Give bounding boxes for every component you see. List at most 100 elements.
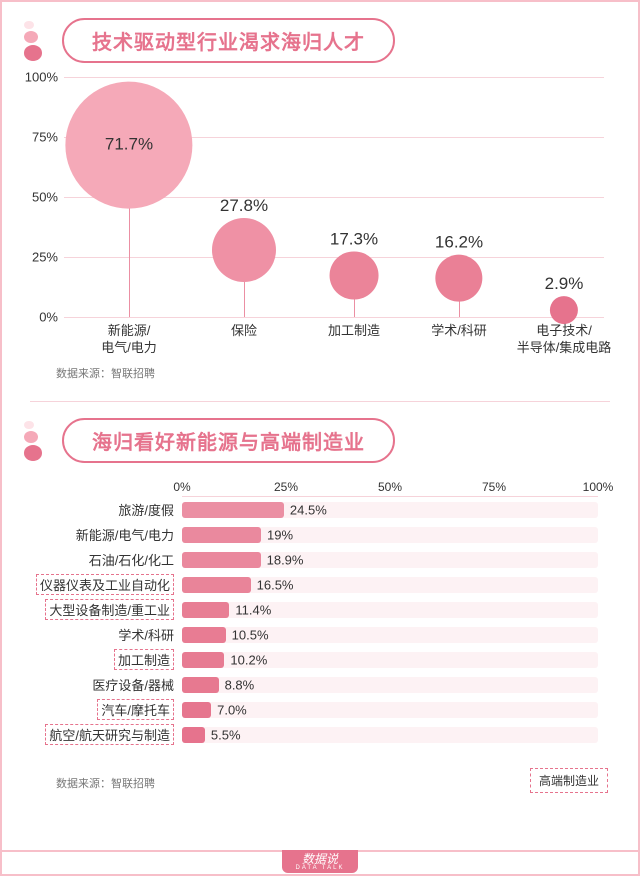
bar-fill (182, 702, 211, 718)
bar-fill (182, 727, 205, 743)
title-dots-icon (24, 21, 52, 61)
bar-track: 16.5% (182, 577, 598, 593)
dot-light (24, 21, 34, 30)
bar-row: 汽车/摩托车 7.0% (32, 697, 612, 722)
y-tick-label: 0% (39, 310, 58, 325)
dashed-label: 汽车/摩托车 (97, 699, 174, 720)
dot-dark (24, 445, 42, 460)
bar-row: 学术/科研10.5% (32, 622, 612, 647)
row-label: 加工制造 (32, 649, 182, 670)
row-label: 航空/航天研究与制造 (32, 724, 182, 745)
footer-brand: 数据说 (302, 853, 338, 865)
bar-row: 新能源/电气/电力 19% (32, 522, 612, 547)
y-tick-label: 100% (25, 70, 58, 85)
row-label: 旅游/度假 (32, 500, 182, 519)
bar-fill (182, 527, 261, 543)
title-row: 技术驱动型行业渴求海归人才 (24, 18, 638, 63)
bar-track: 24.5% (182, 502, 598, 518)
footer-badge: 数据说 DATA TALK (282, 850, 359, 873)
bubble-value: 2.9% (545, 274, 584, 294)
bar-row: 医疗设备/器械 8.8% (32, 672, 612, 697)
x-tick-label: 75% (482, 480, 506, 494)
dot-dark (24, 45, 42, 60)
title-dots-icon-2 (24, 421, 52, 461)
row-label: 大型设备制造/重工业 (32, 599, 182, 620)
x-label: 加工制造 (328, 323, 380, 340)
section-demand: 技术驱动型行业渴求海归人才 71.7% 27.8% 17.3% 16.2% 2.9% 0… (2, 18, 638, 381)
x-label: 电子技术/ 半导体/集成电路 (517, 323, 612, 357)
bar-value: 8.8% (225, 677, 255, 692)
lollipop-chart: 71.7%27.8%17.3%16.2%2.9% 0%25%50%75%100%… (64, 77, 604, 357)
row-label: 仪器仪表及工业自动化 (32, 574, 182, 595)
x-label: 保险 (231, 323, 257, 340)
bubble-value: 17.3% (330, 229, 378, 249)
bar-fill (182, 602, 229, 618)
bar-value: 5.5% (211, 727, 241, 742)
dot-mid (24, 31, 38, 43)
row-label: 汽车/摩托车 (32, 699, 182, 720)
x-tick-label: 25% (274, 480, 298, 494)
bar-track: 5.5% (182, 727, 598, 743)
x-tick-label: 100% (583, 480, 614, 494)
bubble: 17.3% (330, 251, 379, 300)
footer-sub: DATA TALK (296, 865, 345, 871)
y-tick-label: 75% (32, 130, 58, 145)
bar-rows: 旅游/度假24.5%新能源/电气/电力19%石油/石化/化工18.9%仪器仪表及… (32, 497, 612, 747)
section1-title: 技术驱动型行业渴求海归人才 (62, 18, 395, 63)
bubble-value: 27.8% (220, 196, 268, 216)
row-label: 石油/石化/化工 (32, 550, 182, 569)
x-tick-label: 0% (173, 480, 190, 494)
bar-row: 加工制造 10.2% (32, 647, 612, 672)
bubble: 2.9% (550, 296, 578, 324)
row-label: 新能源/电气/电力 (32, 525, 182, 544)
dashed-label: 大型设备制造/重工业 (45, 599, 174, 620)
bar-fill (182, 627, 226, 643)
bar-track: 18.9% (182, 552, 598, 568)
bar-row: 仪器仪表及工业自动化 16.5% (32, 572, 612, 597)
bar-row: 石油/石化/化工 18.9% (32, 547, 612, 572)
bar-track: 7.0% (182, 702, 598, 718)
dot-light (24, 421, 34, 430)
source-text-1: 数据来源：智联招聘 (56, 365, 638, 381)
x-tick-label: 50% (378, 480, 402, 494)
gridline (64, 77, 604, 78)
dot-mid (24, 431, 38, 443)
footer: 数据说 DATA TALK (2, 850, 638, 874)
bar-fill (182, 677, 219, 693)
hbar-chart: 0%25%50%75%100% 旅游/度假24.5%新能源/电气/电力19%石油… (32, 475, 612, 747)
bar-value: 19% (267, 527, 293, 542)
row-label: 医疗设备/器械 (32, 675, 182, 694)
section-divider (30, 401, 610, 402)
bar-value: 11.4% (235, 602, 271, 617)
title-row-2: 海归看好新能源与高端制造业 (24, 418, 638, 463)
y-tick-label: 25% (32, 250, 58, 265)
x-label: 新能源/ 电气/电力 (101, 323, 157, 357)
y-tick-label: 50% (32, 190, 58, 205)
bar-value: 16.5% (257, 577, 294, 592)
bar-track: 10.2% (182, 652, 598, 668)
legend-highend: 高端制造业 (530, 768, 608, 793)
bar-row: 大型设备制造/重工业 11.4% (32, 597, 612, 622)
bar-track: 8.8% (182, 677, 598, 693)
x-label: 学术/科研 (431, 323, 487, 340)
dashed-label: 加工制造 (114, 649, 174, 670)
bar-track: 10.5% (182, 627, 598, 643)
bar-value: 7.0% (217, 702, 247, 717)
bubble: 16.2% (435, 254, 482, 301)
bubble-value: 16.2% (435, 232, 483, 252)
row-label: 学术/科研 (32, 625, 182, 644)
section2-title: 海归看好新能源与高端制造业 (62, 418, 395, 463)
bubble: 27.8% (212, 218, 276, 282)
bar-value: 18.9% (267, 552, 304, 567)
bar-fill (182, 652, 224, 668)
bar-row: 旅游/度假24.5% (32, 497, 612, 522)
bubble-value: 71.7% (105, 135, 153, 155)
gridline (64, 317, 604, 318)
bar-track: 11.4% (182, 602, 598, 618)
dashed-label: 仪器仪表及工业自动化 (36, 574, 174, 595)
section-preference: 海归看好新能源与高端制造业 0% 25% 50% 75% 100% 旅游/度假24.5%… (2, 418, 638, 791)
bar-track: 19% (182, 527, 598, 543)
gridline (64, 257, 604, 258)
bar-fill (182, 552, 261, 568)
dashed-label: 航空/航天研究与制造 (45, 724, 174, 745)
